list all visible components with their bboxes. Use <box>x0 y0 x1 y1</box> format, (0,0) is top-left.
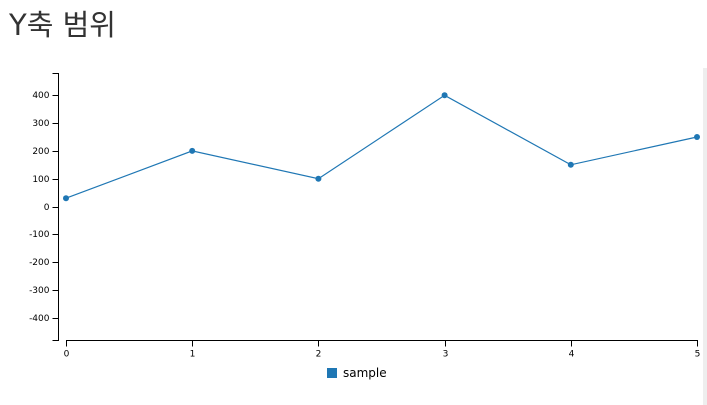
y-tick-label: 200 <box>32 147 49 157</box>
legend-swatch <box>327 368 337 378</box>
x-tick-label: 0 <box>64 350 70 360</box>
y-tick-label: 300 <box>32 119 49 129</box>
y-tick-label: -300 <box>29 286 50 296</box>
legend-label: sample <box>343 366 387 380</box>
scrollbar-track[interactable] <box>703 68 707 405</box>
y-tick-label: 0 <box>44 203 50 213</box>
data-point <box>189 147 196 154</box>
x-axis-line <box>66 340 698 347</box>
x-tick-label: 5 <box>695 350 701 360</box>
x-tick-label: 1 <box>190 350 196 360</box>
y-tick-label: -400 <box>29 314 50 324</box>
data-point <box>441 92 448 99</box>
data-point <box>315 175 322 182</box>
y-tick-label: 100 <box>32 175 49 185</box>
legend: sample <box>327 366 387 380</box>
y-tick-label: -100 <box>29 230 50 240</box>
data-point <box>694 134 700 140</box>
data-point <box>567 161 574 168</box>
y-tick-label: -200 <box>29 258 50 268</box>
y-axis: 400 300 200 100 0 -100 -200 -300 -400 <box>29 73 59 341</box>
x-tick-label: 2 <box>316 350 322 360</box>
page-title: Y축 범위 <box>9 8 116 42</box>
x-axis: 0 1 2 3 4 5 <box>64 340 701 360</box>
series-layer <box>63 92 700 202</box>
x-tick-label: 4 <box>569 350 575 360</box>
y-tick-label: 400 <box>32 91 49 101</box>
data-point <box>63 195 69 202</box>
series-line <box>65 94 698 199</box>
x-tick-label: 3 <box>443 350 449 360</box>
